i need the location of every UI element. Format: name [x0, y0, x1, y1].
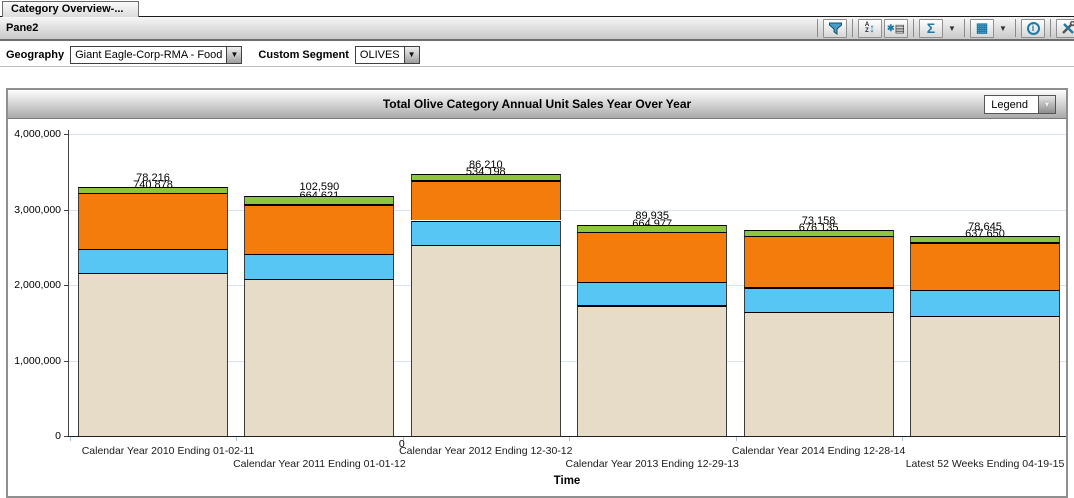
list-lines-icon: ▤	[895, 22, 905, 35]
x-axis-tick-label: Calendar Year 2010 Ending 01-02-11	[82, 445, 255, 457]
y-axis-tick-label: 1,000,000	[8, 355, 61, 367]
x-axis-tick-label: Calendar Year 2011 Ending 01-01-12	[233, 458, 406, 470]
bar-segment[interactable]	[910, 236, 1060, 242]
data-label: 86,210	[469, 159, 503, 171]
bar-segment[interactable]	[411, 174, 561, 181]
data-label: 73,158	[802, 215, 836, 227]
chevron-down-icon[interactable]: ▼	[1038, 96, 1055, 113]
geography-select[interactable]: Giant Eagle-Corp-RMA - Food ▼	[70, 46, 242, 64]
pane-title: Pane2	[0, 22, 38, 34]
bar-segment[interactable]	[744, 287, 894, 313]
chevron-down-icon: ▼	[948, 24, 956, 33]
legend-dropdown[interactable]: Legend ▼	[984, 95, 1056, 114]
multi-select-button[interactable]: ✱ ▤	[884, 19, 908, 38]
toolbar-divider	[852, 19, 853, 37]
bar-segment[interactable]	[577, 282, 727, 305]
chevron-down-icon[interactable]: ▼	[226, 47, 241, 63]
info-button[interactable]: i	[1021, 19, 1045, 38]
legend-dropdown-label: Legend	[985, 96, 1038, 113]
chart-title: Total Olive Category Annual Unit Sales Y…	[383, 97, 691, 111]
filter-row: Geography Giant Eagle-Corp-RMA - Food ▼ …	[0, 43, 1074, 67]
sort-arrows-icon: ↕	[869, 21, 875, 35]
x-axis-tick-label: Calendar Year 2014 Ending 12-28-14	[732, 445, 905, 457]
bar-segment[interactable]	[78, 187, 228, 193]
toolbar-divider	[913, 19, 914, 37]
filter-funnel-icon	[828, 21, 843, 35]
toolbar-divider	[1050, 19, 1051, 37]
toolbar-divider	[817, 19, 818, 37]
bar-segment[interactable]	[78, 249, 228, 273]
bar-segment[interactable]	[411, 221, 561, 245]
y-axis-tick-label: 4,000,000	[8, 128, 61, 140]
bar-segment[interactable]	[411, 180, 561, 220]
bar-segment[interactable]	[244, 196, 394, 204]
view-layout-dropdown-button[interactable]: ▼	[996, 19, 1010, 38]
zero-data-label: 0	[399, 438, 405, 450]
bar-segment[interactable]	[577, 305, 727, 436]
x-axis-tick	[736, 437, 737, 441]
sum-dropdown-button[interactable]: ▼	[945, 19, 959, 38]
bar-segment[interactable]	[744, 230, 894, 236]
x-axis-tick	[902, 437, 903, 441]
data-label: 78,645	[968, 221, 1002, 233]
data-label: 102,590	[300, 181, 340, 193]
tools-button[interactable]	[1056, 19, 1074, 38]
bar-segment[interactable]	[244, 279, 394, 436]
custom-segment-label: Custom Segment	[258, 49, 348, 61]
bar-segment[interactable]	[244, 254, 394, 279]
y-axis-tick-label: 2,000,000	[8, 279, 61, 291]
chart-panel: Total Olive Category Annual Unit Sales Y…	[6, 88, 1068, 498]
tab-category-overview[interactable]: Category Overview-...	[2, 1, 139, 17]
bar-segment[interactable]	[577, 225, 727, 232]
y-axis-line	[68, 130, 69, 436]
view-layout-button[interactable]: ▦	[970, 19, 994, 38]
bar-segment[interactable]	[78, 273, 228, 436]
chevron-down-icon[interactable]: ▼	[404, 47, 419, 63]
bar-segment[interactable]	[910, 316, 1060, 436]
geography-value: Giant Eagle-Corp-RMA - Food	[71, 47, 226, 63]
toolbar-divider	[1015, 19, 1016, 37]
x-axis-title: Time	[554, 475, 581, 487]
toolbar-divider	[964, 19, 965, 37]
wrench-icon	[1061, 21, 1074, 35]
x-axis-tick	[236, 437, 237, 441]
sigma-icon: Σ	[927, 20, 935, 36]
bar-segment[interactable]	[910, 290, 1060, 316]
filter-button[interactable]	[823, 19, 847, 38]
x-axis-line	[68, 436, 1066, 437]
sum-button[interactable]: Σ	[919, 19, 943, 38]
chart-header: Total Olive Category Annual Unit Sales Y…	[8, 90, 1066, 119]
y-axis-tick-label: 0	[8, 430, 61, 442]
bar-segment[interactable]	[744, 312, 894, 436]
tab-bar: Category Overview-...	[0, 0, 1074, 17]
plot-area: 01,000,0002,000,0003,000,0004,000,0002,1…	[8, 119, 1066, 498]
x-axis-tick-label: Latest 52 Weeks Ending 04-19-15	[906, 458, 1065, 470]
y-axis-tick-label: 3,000,000	[8, 204, 61, 216]
bar-segment[interactable]	[577, 232, 727, 282]
bar-segment[interactable]	[744, 236, 894, 287]
gridline	[68, 134, 1066, 135]
geography-label: Geography	[6, 49, 64, 61]
bar-segment[interactable]	[910, 242, 1060, 290]
custom-segment-value: OLIVES	[356, 47, 404, 63]
data-label: 78,216	[136, 172, 170, 184]
bar-segment[interactable]	[244, 204, 394, 254]
x-axis-tick	[569, 437, 570, 441]
table-grid-icon: ▦	[976, 20, 988, 36]
x-axis-tick	[70, 437, 71, 441]
chevron-down-icon: ▼	[999, 24, 1007, 33]
info-icon: i	[1027, 22, 1040, 35]
x-axis-tick-label: Calendar Year 2012 Ending 12-30-12	[399, 445, 572, 457]
custom-segment-select[interactable]: OLIVES ▼	[355, 46, 420, 64]
x-axis-tick-label: Calendar Year 2013 Ending 12-29-13	[565, 458, 738, 470]
bar-segment[interactable]	[78, 193, 228, 249]
bar-segment[interactable]	[411, 245, 561, 436]
multi-select-icon: ✱	[887, 23, 895, 34]
data-label: 89,935	[635, 210, 669, 222]
